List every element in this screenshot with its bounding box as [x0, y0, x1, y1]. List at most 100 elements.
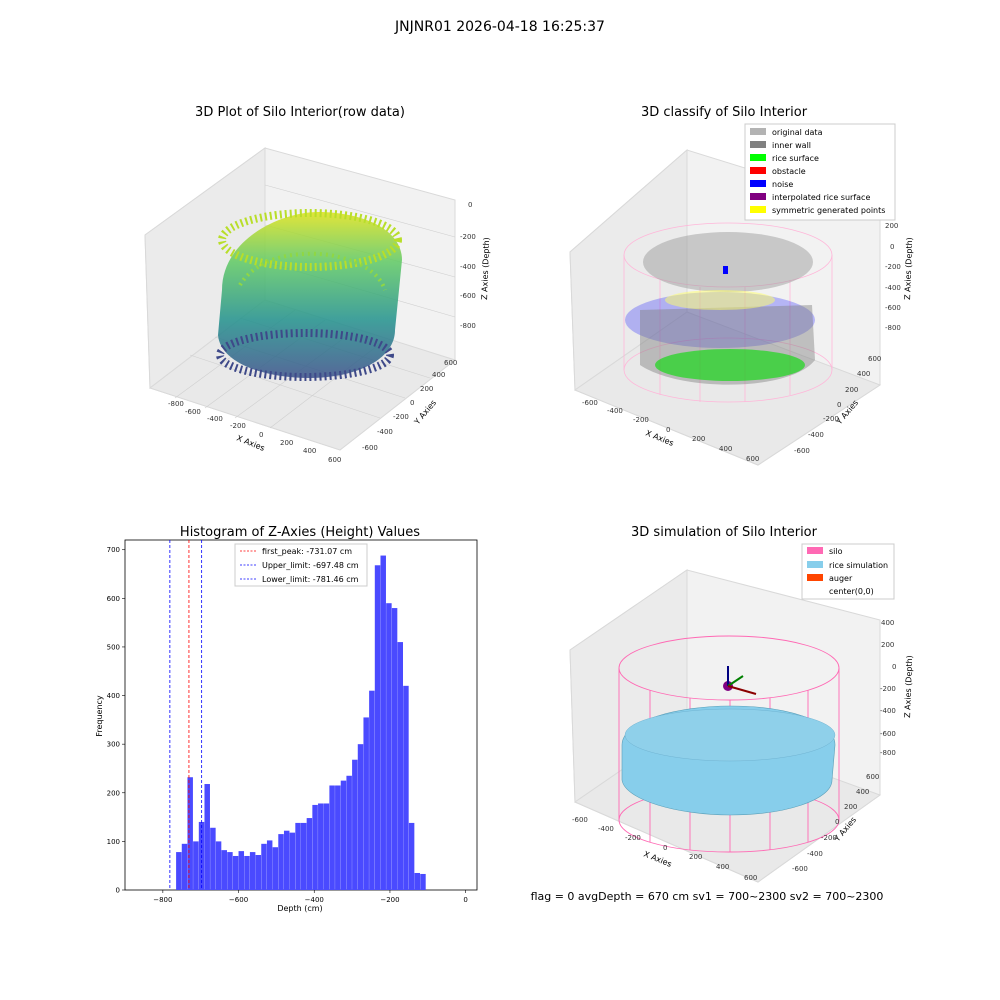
rice-simulation-surface	[621, 705, 836, 816]
legend-label: Upper_limit: -697.48 cm	[262, 561, 359, 570]
hist-y-tick-label: 700	[107, 546, 120, 554]
hist-bar	[283, 830, 290, 890]
hist-bar	[386, 603, 392, 890]
hist-x-tick-label: −600	[229, 896, 248, 904]
tick-label: -600	[362, 444, 378, 452]
tick-label: -800	[880, 749, 896, 757]
hist-bar	[391, 608, 398, 890]
tick-label: 0	[837, 401, 841, 409]
hist-bar	[323, 803, 330, 890]
legend-swatch	[750, 180, 766, 187]
tick-label: -200	[230, 422, 246, 430]
hist-bar	[363, 717, 369, 890]
hist-y-tick-label: 200	[107, 789, 120, 797]
hist-bar	[187, 777, 193, 890]
hist-bar	[181, 843, 188, 890]
legend-label: interpolated rice surface	[772, 193, 870, 202]
tick-label: 0	[410, 399, 414, 407]
legend-label: silo	[829, 547, 843, 556]
legend-swatch	[750, 167, 766, 174]
panel-sim-title: 3D simulation of Silo Interior	[631, 525, 818, 540]
figure-title: JNJNR01 2026-04-18 16:25:37	[394, 19, 605, 35]
hist-bar	[204, 784, 210, 890]
hist-bar	[374, 565, 381, 890]
hist-bar	[215, 841, 222, 890]
legend-swatch	[750, 154, 766, 161]
hist-bar	[352, 759, 358, 890]
tick-label: 600	[868, 355, 881, 363]
hist-bar	[306, 818, 313, 890]
auger-icon	[723, 666, 757, 695]
hist-title: Histogram of Z-Axies (Height) Values	[180, 525, 420, 540]
hist-x-tick-label: −800	[153, 896, 172, 904]
legend-label: rice surface	[772, 154, 819, 163]
panel-raw-3d: 3D Plot of Silo Interior(row data) -800 …	[144, 105, 491, 464]
hist-x-label: Depth (cm)	[277, 904, 322, 913]
legend-swatch	[750, 206, 766, 213]
tick-label: 0	[835, 818, 839, 826]
hist-x-tick-label: −200	[380, 896, 399, 904]
z-axis-label: Z Axies (Depth)	[903, 237, 914, 300]
tick-label: -600	[885, 304, 901, 312]
tick-label: 400	[857, 370, 870, 378]
tick-label: -200	[393, 413, 409, 421]
hist-bar	[244, 855, 250, 890]
classify-x-ticks: -600 -400 -200 0 200 400 600	[582, 399, 759, 463]
hist-bar	[318, 803, 324, 890]
legend-label: center(0,0)	[829, 587, 874, 596]
tick-label: -600	[572, 816, 588, 824]
tick-label: -200	[460, 233, 476, 241]
hist-bar	[301, 822, 307, 890]
classify-legend: original data inner wall rice surface ob…	[744, 123, 896, 221]
tick-label: -200	[885, 263, 901, 271]
hist-bar	[414, 872, 421, 890]
classified-points	[625, 232, 815, 385]
legend-swatch	[750, 141, 766, 148]
hist-bar	[340, 780, 347, 890]
hist-y-tick-label: 100	[107, 838, 120, 846]
y-axis-label: Y Axies	[412, 398, 438, 427]
tick-label: -200	[625, 834, 641, 842]
hist-bar	[335, 785, 341, 890]
hist-bar	[221, 850, 227, 890]
tick-label: 0	[892, 663, 896, 671]
classify-y-ticks: -600 -400 -200 0 200 400 600	[794, 355, 881, 455]
tick-label: -600	[792, 865, 808, 873]
hist-x-tick-label: −400	[305, 896, 324, 904]
hist-y-tick-label: 0	[116, 887, 120, 895]
tick-label: 0	[468, 201, 472, 209]
hist-bar	[272, 847, 279, 890]
sim-y-ticks: -600 -400 -200 0 200 400 600	[792, 773, 879, 873]
tick-label: 600	[444, 359, 457, 367]
tick-label: 200	[280, 439, 293, 447]
tick-label: -400	[880, 707, 896, 715]
sim-x-ticks: -600 -400 -200 0 200 400 600	[572, 816, 757, 882]
hist-y-ticks: 0 100 200 300 400 500 600 700	[107, 546, 125, 895]
silo-raw-points	[216, 209, 402, 381]
hist-bar	[369, 690, 375, 890]
legend-label: original data	[772, 128, 823, 137]
legend-swatch	[750, 193, 766, 200]
tick-label: 400	[432, 371, 445, 379]
tick-label: -600	[880, 730, 896, 738]
hist-bar	[289, 832, 296, 890]
hist-bar	[295, 822, 301, 890]
tick-label: 200	[844, 803, 857, 811]
legend-label: auger	[829, 574, 853, 583]
tick-label: -600	[582, 399, 598, 407]
tick-label: 200	[420, 385, 433, 393]
hist-bar	[420, 873, 426, 890]
hist-x-tick-label: 0	[463, 896, 467, 904]
tick-label: -600	[185, 408, 201, 416]
sim-z-ticks: 400 200 0 -200 -400 -600 -800	[880, 619, 896, 757]
hist-y-tick-label: 500	[107, 643, 120, 651]
hist-y-tick-label: 400	[107, 692, 120, 700]
hist-y-tick-label: 600	[107, 595, 120, 603]
legend-swatch	[750, 128, 766, 135]
raw-y-ticks: -600 -400 -200 0 200 400 600	[362, 359, 457, 452]
tick-label: 600	[328, 456, 341, 464]
legend-label: rice simulation	[829, 561, 888, 570]
tick-label: -200	[823, 415, 839, 423]
hist-bar	[176, 852, 182, 890]
hist-bar	[397, 642, 403, 890]
